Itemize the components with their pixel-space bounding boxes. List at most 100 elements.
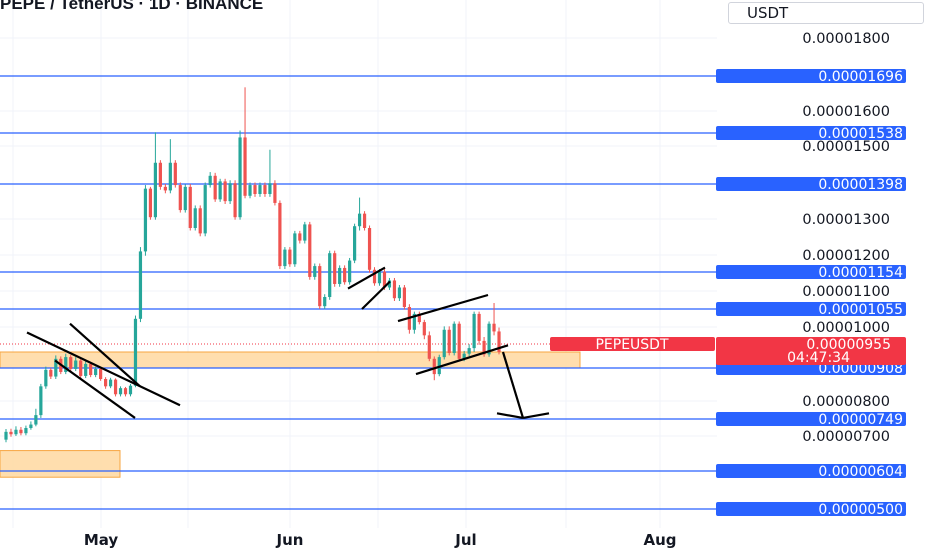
candle-body — [492, 323, 496, 332]
candle-body — [427, 335, 431, 359]
level-label: 0.00001154 — [818, 265, 903, 281]
candle-body — [34, 415, 38, 425]
candle-body — [49, 369, 53, 377]
candle-body — [477, 313, 481, 341]
candle-body — [44, 369, 48, 387]
channel-line — [69, 322, 141, 388]
candle-body — [233, 183, 237, 218]
y-tick-label: 0.00001600 — [802, 104, 890, 120]
candle-body — [333, 253, 337, 284]
candle-body — [198, 208, 202, 234]
candle-body — [303, 224, 307, 241]
candle-body — [437, 357, 441, 375]
level-label: 0.00001696 — [818, 69, 903, 85]
channel-line — [397, 293, 489, 323]
candle-body — [118, 388, 123, 395]
y-tick-label: 0.00001100 — [802, 284, 890, 300]
level-label-bg — [716, 412, 906, 426]
candle-body — [108, 379, 113, 387]
candle-body — [253, 185, 257, 194]
level-label-bg — [716, 177, 906, 191]
x-tick-label: May — [84, 531, 119, 549]
candle-body — [377, 271, 382, 284]
candle-body — [113, 379, 118, 395]
candle-body — [472, 313, 476, 349]
chart-title: PEPE / TetherUS · 1D · BINANCE — [0, 0, 264, 13]
candle-body — [482, 340, 486, 355]
candle-body — [238, 137, 242, 218]
candle-body — [278, 202, 282, 267]
level-label: 0.00000500 — [818, 502, 903, 518]
y-tick-label: 0.00000800 — [802, 394, 890, 410]
level-label: 0.00001055 — [818, 302, 903, 318]
candle-body — [258, 185, 262, 194]
symbol-label-bg — [550, 337, 715, 351]
current-price-label-bg — [716, 337, 906, 365]
symbol-label: PEPEUSDT — [595, 337, 668, 353]
candle-body — [452, 323, 456, 354]
candle-body — [143, 188, 148, 252]
candle-body — [328, 253, 332, 297]
candle-body — [163, 186, 167, 191]
candle-body — [243, 137, 247, 196]
candle-body — [372, 269, 377, 284]
level-label-bg — [716, 302, 906, 316]
candle-body — [153, 162, 157, 218]
candle-body — [432, 358, 436, 375]
candle-body — [14, 429, 18, 435]
candle-body — [382, 271, 387, 288]
candle-body — [104, 379, 108, 387]
level-label: 0.00001398 — [818, 177, 903, 193]
candle-body — [123, 388, 128, 395]
y-tick-label: 0.00001000 — [802, 320, 890, 336]
candle-body — [308, 224, 312, 277]
candle-body — [183, 186, 187, 211]
candle-body — [362, 213, 367, 228]
arrow-line — [501, 351, 525, 419]
candle-body — [283, 249, 287, 267]
drawings — [26, 266, 550, 420]
candle-body — [323, 297, 327, 307]
candle-body — [133, 318, 138, 386]
time-axis: May Jun Jul Aug — [84, 531, 677, 549]
candle-body — [288, 249, 292, 265]
candle-body — [357, 213, 362, 227]
currency-selector[interactable]: USDT — [728, 2, 924, 24]
candle-body — [497, 331, 501, 352]
candle-body — [188, 186, 192, 228]
candle-body — [4, 431, 8, 440]
y-tick-label: 0.00001200 — [802, 248, 890, 264]
candle-body — [84, 363, 88, 376]
candle-body — [263, 185, 267, 194]
candles — [4, 87, 501, 443]
candle-body — [19, 429, 23, 434]
candle-body — [138, 251, 143, 319]
candle-body — [218, 181, 222, 200]
price-zone — [0, 450, 121, 478]
candle-body — [99, 368, 103, 379]
candle-body — [9, 431, 13, 435]
candle-body — [318, 266, 322, 307]
x-tick-label: Aug — [643, 531, 676, 549]
candle-body — [173, 162, 177, 186]
level-label: 0.00000604 — [818, 464, 903, 480]
candle-body — [367, 228, 372, 270]
candle-body — [74, 360, 78, 369]
candle-body — [462, 353, 466, 359]
candle-body — [69, 357, 73, 369]
candle-body — [313, 266, 317, 277]
candle-body — [168, 162, 172, 191]
candle-body — [417, 313, 421, 323]
y-tick-label: 0.00001300 — [802, 212, 890, 228]
candle-body — [208, 175, 212, 186]
level-label-bg — [716, 502, 906, 516]
candle-body — [128, 385, 133, 395]
candle-body — [293, 233, 297, 265]
candle-body — [248, 185, 252, 196]
candle-body — [298, 233, 302, 241]
price-axis: 0.00001696 0.00001538 0.00001398 0.00001154… — [550, 31, 906, 518]
candle-body — [397, 287, 402, 299]
candle-body — [457, 323, 461, 359]
